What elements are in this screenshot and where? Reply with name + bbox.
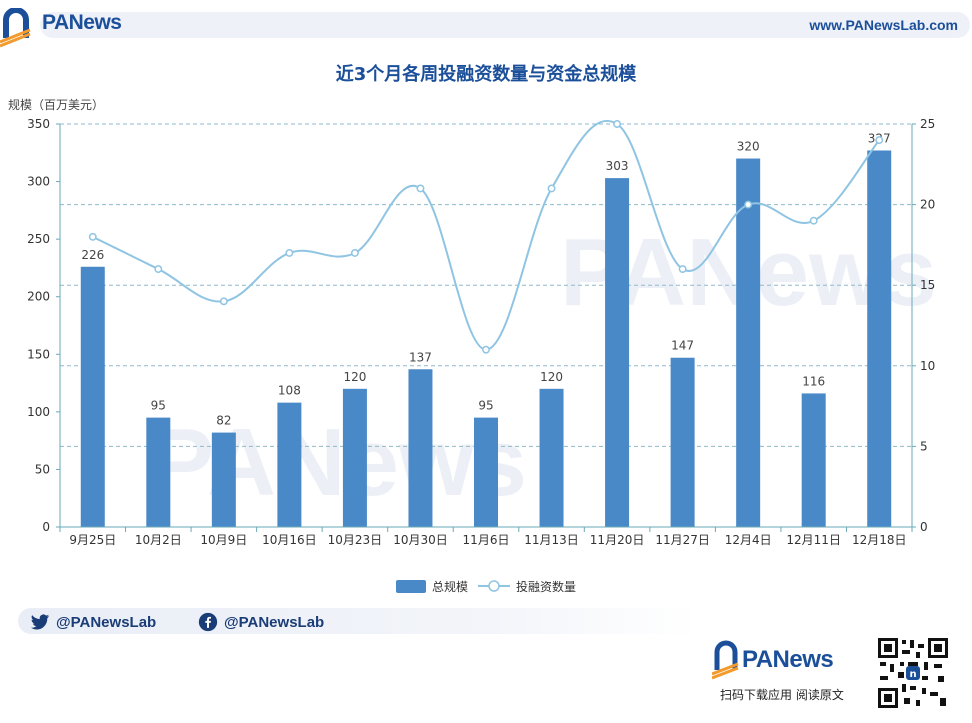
legend-line-marker xyxy=(488,580,500,592)
y-right-tick-label: 10 xyxy=(920,359,935,373)
x-tick-label: 11月13日 xyxy=(524,533,579,547)
line-point xyxy=(154,265,163,274)
y-right-tick-label: 5 xyxy=(920,439,928,453)
y-right-tick-label: 25 xyxy=(920,117,935,131)
y-right-tick-label: 20 xyxy=(920,198,935,212)
x-tick-label: 10月30日 xyxy=(393,533,448,547)
facebook-handle[interactable]: @PANewsLab xyxy=(198,611,324,633)
y-left-tick-label: 300 xyxy=(27,175,50,189)
bar-data-label: 95 xyxy=(478,399,493,413)
header-bar: PANews www.PANewsLab.com xyxy=(0,8,972,48)
bar-data-label: 137 xyxy=(409,350,432,364)
y-right-tick-label: 15 xyxy=(920,278,935,292)
line-point xyxy=(88,232,97,241)
y-left-tick-label: 50 xyxy=(35,462,50,476)
x-tick-label: 10月2日 xyxy=(135,533,182,547)
bar xyxy=(80,266,105,527)
bar-data-label: 108 xyxy=(278,384,301,398)
scan-hint: 扫码下载应用 阅读原文 xyxy=(720,688,844,702)
x-tick-label: 9月25日 xyxy=(69,533,116,547)
bar xyxy=(408,369,433,527)
x-tick-label: 11月6日 xyxy=(463,533,510,547)
x-tick-label: 11月20日 xyxy=(590,533,645,547)
bar-data-label: 116 xyxy=(802,374,825,388)
y-axis-left-title: 规模（百万美元） xyxy=(8,98,105,112)
bar-data-label: 120 xyxy=(540,370,563,384)
bar xyxy=(474,417,498,527)
line-point xyxy=(416,184,425,193)
watermark-text-lower: PANews xyxy=(150,409,527,516)
x-tick-label: 10月9日 xyxy=(200,533,247,547)
chart-title: 近3个月各周投融资数量与资金总规模 xyxy=(335,64,637,85)
bar-data-label: 147 xyxy=(671,339,694,353)
footer-logo-icon xyxy=(712,640,739,680)
twitter-icon xyxy=(30,614,50,630)
facebook-handle-text: @PANewsLab xyxy=(224,613,325,631)
bar-data-label: 82 xyxy=(216,414,231,428)
qr-code-icon[interactable]: n xyxy=(876,636,950,710)
header-brand: PANews xyxy=(42,11,122,34)
x-tick-label: 10月16日 xyxy=(262,533,317,547)
y-left-tick-label: 350 xyxy=(27,117,50,131)
footer-brand-text: PANews xyxy=(742,646,834,673)
bar xyxy=(670,357,695,527)
line-point xyxy=(613,120,622,128)
x-tick-label: 12月4日 xyxy=(725,533,772,547)
y-left-tick-label: 0 xyxy=(42,520,50,534)
line-point xyxy=(809,216,818,225)
line-point xyxy=(744,200,753,209)
line-point xyxy=(875,136,884,145)
footer-band xyxy=(18,608,698,634)
x-tick-label: 12月18日 xyxy=(852,533,907,547)
bar xyxy=(605,178,630,528)
x-tick-label: 12月11日 xyxy=(786,533,841,547)
facebook-icon xyxy=(198,612,218,632)
panews-logo-icon xyxy=(0,8,31,48)
bar-data-label: 120 xyxy=(343,370,366,384)
bar xyxy=(146,417,171,527)
twitter-handle-text: @PANewsLab xyxy=(56,613,157,631)
x-tick-label: 11月27日 xyxy=(655,533,710,547)
bar xyxy=(801,393,826,527)
y-left-tick-label: 200 xyxy=(27,290,50,304)
site-url[interactable]: www.PANewsLab.com xyxy=(809,17,958,33)
bar-data-label: 95 xyxy=(151,399,166,413)
line-point xyxy=(219,297,228,306)
bar xyxy=(342,388,367,527)
series-line-count xyxy=(92,120,881,351)
bar xyxy=(277,402,302,527)
line-point xyxy=(547,184,556,193)
line-point xyxy=(678,265,687,274)
line-point xyxy=(285,249,294,257)
legend-bar-label: 总规模 xyxy=(432,579,468,594)
bar-data-label: 226 xyxy=(81,248,104,262)
bar xyxy=(211,432,236,527)
y-right-tick-label: 0 xyxy=(920,520,928,534)
bar xyxy=(867,150,892,528)
bar xyxy=(736,158,761,528)
legend-line-label: 投融资数量 xyxy=(516,579,576,594)
bar-data-label: 303 xyxy=(606,159,629,173)
x-tick-label: 10月23日 xyxy=(328,533,383,547)
footer-brand: PANews xyxy=(712,640,872,684)
chart-area: PANews PANews 22695821081201379512030314… xyxy=(27,117,937,594)
svg-text:n: n xyxy=(909,669,916,680)
y-left-tick-label: 100 xyxy=(27,405,50,419)
line-point xyxy=(482,345,490,354)
header-band xyxy=(40,12,970,38)
legend-bar-swatch xyxy=(396,580,426,593)
y-left-tick-label: 250 xyxy=(27,232,50,246)
twitter-handle[interactable]: @PANewsLab xyxy=(30,611,156,633)
legend[interactable]: 总规模 投融资数量 xyxy=(396,579,576,594)
y-left-tick-label: 150 xyxy=(27,347,50,361)
bar-data-label: 320 xyxy=(737,140,760,154)
line-point xyxy=(350,249,359,257)
bar xyxy=(539,388,564,527)
